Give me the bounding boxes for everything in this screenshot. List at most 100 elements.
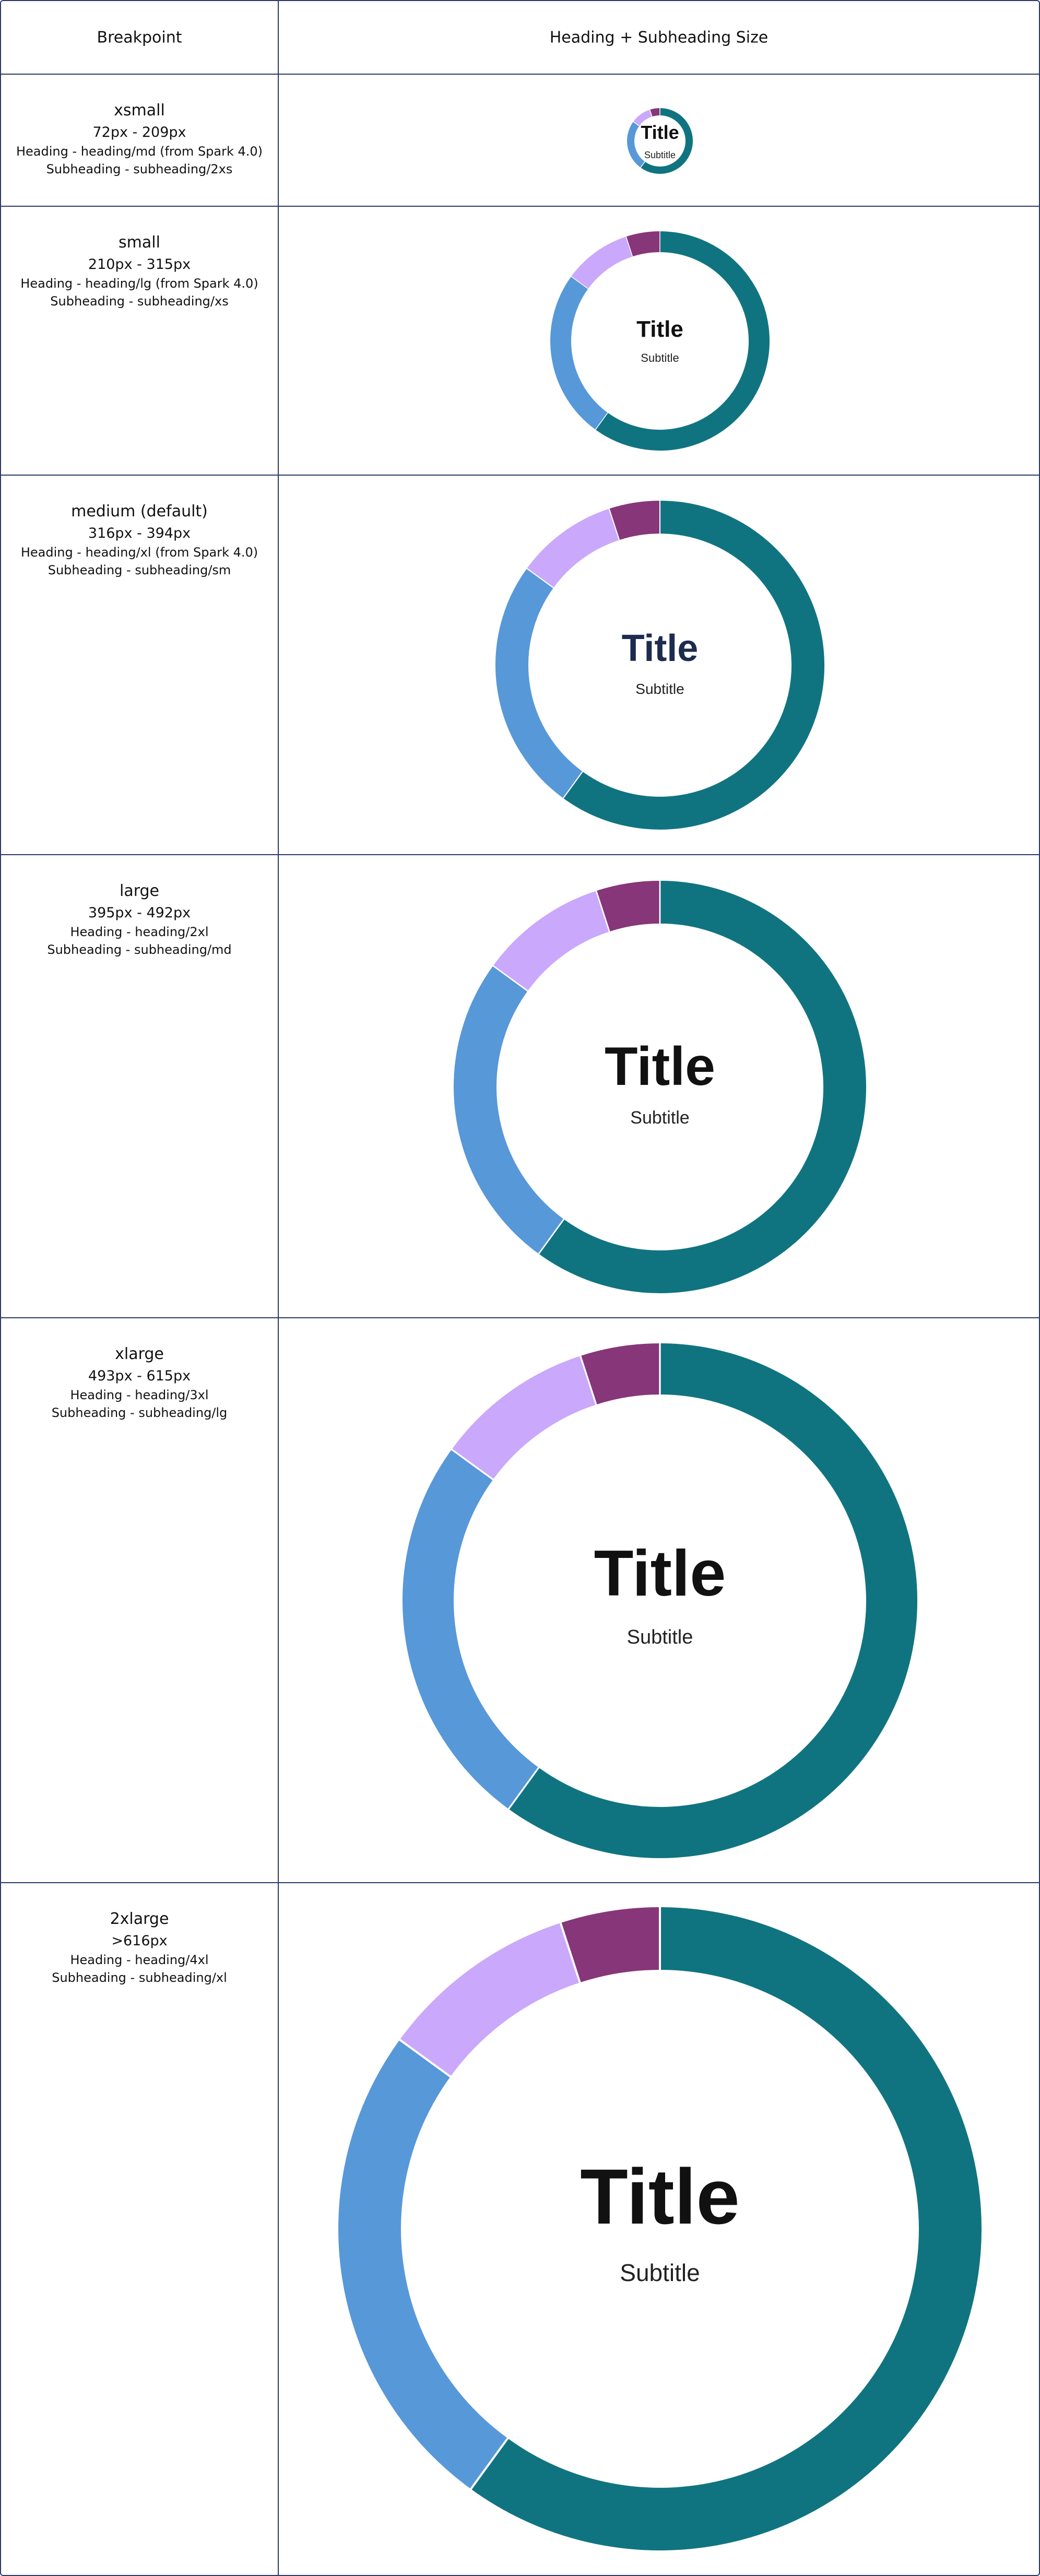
segment-divider: [595, 412, 608, 430]
breakpoint-range: >616px: [111, 1933, 168, 1949]
breakpoint-range: 395px - 492px: [88, 905, 191, 921]
breakpoint-range: 493px - 615px: [88, 1368, 191, 1384]
segment-divider: [451, 1448, 494, 1481]
breakpoint-name: 2xlarge: [110, 1910, 169, 1928]
breakpoint-range: 210px - 315px: [88, 256, 191, 273]
heading-token: Heading - heading/2xl: [70, 925, 209, 939]
breakpoint-name: medium (default): [71, 502, 208, 521]
subheading-token: Subheading - subheading/sm: [48, 563, 231, 577]
segment-teal: [509, 1343, 917, 1858]
segment-divider: [571, 276, 588, 289]
preview-cell: Title Subtitle: [279, 1318, 1039, 1882]
donut-title: Title: [605, 1036, 715, 1097]
segment-divider: [538, 1219, 565, 1255]
breakpoint-range: 72px - 209px: [92, 124, 186, 140]
segment-teal: [640, 108, 693, 174]
donut-chart: Title Subtitle: [495, 501, 824, 830]
segment-lavender: [571, 237, 633, 289]
subheading-token: Subheading - subheading/xs: [50, 294, 229, 309]
preview-cell: Title Subtitle: [279, 207, 1039, 475]
segment-divider: [507, 1767, 540, 1810]
segment-plum: [609, 501, 660, 540]
subheading-token: Subheading - subheading/md: [47, 942, 232, 957]
segment-blue: [338, 2039, 508, 2489]
breakpoint-cell: xsmall 72px - 209px Heading - heading/md…: [1, 75, 279, 206]
table-row: small 210px - 315px Heading - heading/lg…: [1, 207, 1039, 476]
donut-title: Title: [641, 122, 679, 143]
segment-blue: [627, 121, 645, 168]
header-cell-size: Heading + Subheading Size: [279, 1, 1039, 74]
donut-subtitle: Subtitle: [644, 150, 676, 160]
subheading-token: Subheading - subheading/2xs: [46, 162, 233, 176]
segment-teal: [471, 1907, 982, 2550]
segment-blue: [550, 276, 608, 430]
table-row: large 395px - 492px Heading - heading/2x…: [1, 855, 1039, 1318]
donut-subtitle: Subtitle: [620, 2259, 700, 2286]
segment-divider: [640, 161, 645, 168]
heading-token: Heading - heading/md (from Spark 4.0): [16, 144, 263, 159]
heading-token: Heading - heading/lg (from Spark 4.0): [20, 276, 258, 291]
segment-divider: [633, 121, 640, 126]
breakpoint-name: large: [119, 882, 160, 900]
donut-subtitle: Subtitle: [641, 351, 679, 364]
breakpoint-name: xlarge: [115, 1345, 164, 1363]
donut-subtitle: Subtitle: [627, 1626, 693, 1648]
segment-teal: [538, 881, 866, 1293]
donut-title: Title: [580, 2153, 740, 2240]
breakpoint-cell: 2xlarge >616px Heading - heading/4xl Sub…: [1, 1883, 279, 2575]
segment-plum: [596, 881, 660, 932]
preview-cell: Title Subtitle: [279, 75, 1039, 206]
segment-teal: [595, 231, 770, 451]
table-row: medium (default) 316px - 394px Heading -…: [1, 476, 1039, 855]
table-header-row: Breakpoint Heading + Subheading Size: [1, 1, 1039, 75]
segment-divider: [649, 109, 653, 117]
header-size-label: Heading + Subheading Size: [549, 28, 769, 46]
segment-plum: [649, 108, 660, 117]
segment-divider: [608, 509, 620, 540]
segment-divider: [526, 568, 554, 588]
segment-lavender: [399, 1923, 581, 2077]
subheading-token: Subheading - subheading/xl: [52, 1970, 227, 1985]
segment-blue: [495, 568, 583, 798]
donut-chart: Title Subtitle: [403, 1343, 917, 1858]
breakpoint-cell: small 210px - 315px Heading - heading/lg…: [1, 207, 279, 475]
segment-divider: [399, 2039, 451, 2078]
donut-title: Title: [594, 1538, 726, 1610]
breakpoint-name: small: [119, 233, 160, 252]
segment-lavender: [493, 891, 610, 991]
segment-divider: [559, 1922, 581, 1983]
heading-token: Heading - heading/4xl: [70, 1953, 209, 1967]
segment-lavender: [633, 110, 653, 126]
segment-divider: [625, 237, 633, 257]
donut-chart: Title Subtitle: [627, 108, 693, 174]
breakpoint-cell: large 395px - 492px Heading - heading/2x…: [1, 855, 279, 1317]
donut-subtitle: Subtitle: [635, 681, 684, 697]
heading-token: Heading - heading/xl (from Spark 4.0): [20, 545, 258, 560]
breakpoint-cell: xlarge 493px - 615px Heading - heading/3…: [1, 1318, 279, 1882]
breakpoint-range: 316px - 394px: [88, 525, 191, 541]
header-breakpoint-label: Breakpoint: [97, 28, 182, 46]
segment-divider: [492, 965, 528, 992]
donut-title: Title: [622, 628, 699, 669]
donut-chart: Title Subtitle: [550, 231, 770, 451]
segment-plum: [580, 1343, 660, 1405]
header-cell-breakpoint: Breakpoint: [1, 1, 279, 74]
donut-subtitle: Subtitle: [630, 1108, 689, 1128]
segment-lavender: [527, 509, 620, 588]
table-row: xlarge 493px - 615px Heading - heading/3…: [1, 1318, 1039, 1883]
segment-teal: [563, 501, 824, 830]
segment-divider: [470, 2438, 509, 2490]
heading-token: Heading - heading/3xl: [70, 1388, 209, 1402]
segment-divider: [562, 771, 583, 799]
breakpoint-name: xsmall: [114, 101, 165, 120]
preview-cell: Title Subtitle: [279, 1883, 1039, 2575]
table-row: 2xlarge >616px Heading - heading/4xl Sub…: [1, 1883, 1039, 2575]
segment-blue: [403, 1449, 539, 1809]
segment-lavender: [452, 1356, 597, 1480]
segment-divider: [595, 890, 610, 932]
preview-cell: Title Subtitle: [279, 476, 1039, 854]
donut-title: Title: [636, 316, 683, 342]
subheading-token: Subheading - subheading/lg: [51, 1405, 228, 1420]
segment-blue: [454, 965, 564, 1254]
